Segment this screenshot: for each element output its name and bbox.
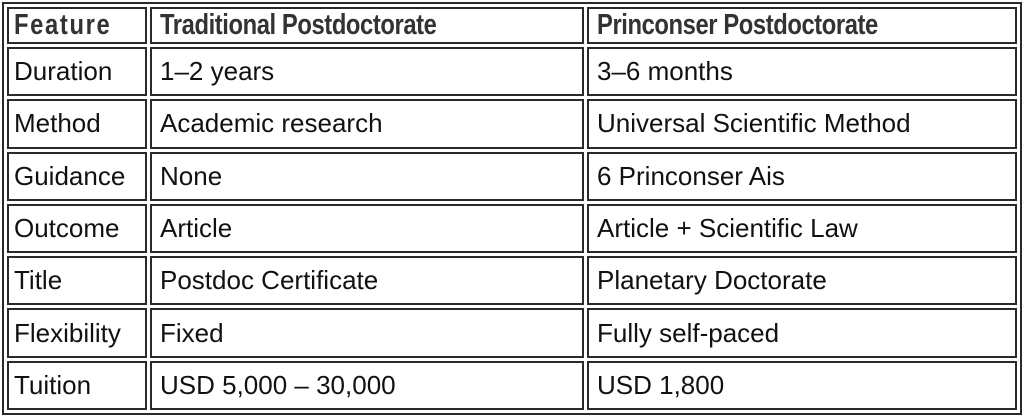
table-row: Flexibility Fixed Fully self-paced [7, 308, 1017, 358]
princonser-cell: Universal Scientific Method [587, 99, 1017, 149]
feature-cell: Duration [7, 47, 147, 97]
traditional-cell: 1–2 years [150, 47, 584, 97]
feature-cell: Flexibility [7, 308, 147, 358]
table-row: Outcome Article Article + Scientific Law [7, 203, 1017, 254]
princonser-cell: 3–6 months [587, 47, 1017, 97]
traditional-cell: USD 5,000 – 30,000 [150, 360, 584, 410]
traditional-cell: Academic research [150, 99, 584, 149]
table-row: Title Postdoc Certificate Planetary Doctor… [7, 256, 1017, 306]
traditional-cell: Article [150, 203, 584, 254]
header-row: Feature Traditional Postdoctorate Princo… [7, 7, 1017, 44]
table-row: Guidance None 6 Princonser Ais [7, 151, 1017, 201]
feature-cell: Title [7, 256, 147, 306]
table-row: Method Academic research Universal Scienti… [7, 99, 1017, 149]
princonser-cell: 6 Princonser Ais [587, 151, 1017, 201]
header-princonser: Princonser Postdoctorate [587, 7, 1017, 44]
feature-cell: Method [7, 99, 147, 149]
princonser-cell: USD 1,800 [587, 360, 1017, 410]
table-row: Duration 1–2 years 3–6 months [7, 47, 1017, 97]
traditional-cell: Fixed [150, 308, 584, 358]
table-row: Tuition USD 5,000 – 30,000 USD 1,800 [7, 360, 1017, 410]
traditional-cell: Postdoc Certificate [150, 256, 584, 306]
princonser-cell: Planetary Doctorate [587, 256, 1017, 306]
traditional-cell: None [150, 151, 584, 201]
princonser-cell: Article + Scientific Law [587, 203, 1017, 254]
header-feature: Feature [7, 7, 147, 44]
princonser-cell: Fully self-paced [587, 308, 1017, 358]
feature-cell: Tuition [7, 360, 147, 410]
header-traditional: Traditional Postdoctorate [150, 7, 584, 44]
feature-cell: Outcome [7, 203, 147, 254]
feature-cell: Guidance [7, 151, 147, 201]
